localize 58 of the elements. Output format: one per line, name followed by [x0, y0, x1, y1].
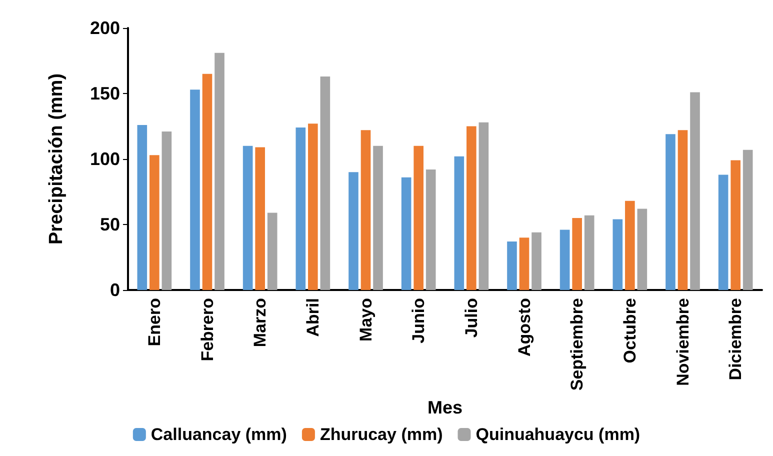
- bar: [242, 146, 253, 290]
- x-tick-label: Julio: [462, 298, 481, 338]
- bar: [666, 134, 676, 290]
- bar: [373, 146, 383, 290]
- bar: [519, 238, 530, 290]
- legend-label: Calluancay (mm): [150, 425, 287, 444]
- legend-label: Quinuahuaycu (mm): [476, 425, 640, 444]
- x-tick-label: Noviembre: [673, 298, 692, 386]
- x-tick-label: Junio: [409, 298, 428, 344]
- x-tick-label: Septiembre: [568, 298, 587, 391]
- y-tick-label: 0: [110, 280, 120, 300]
- bar: [150, 155, 160, 290]
- bar: [162, 131, 172, 290]
- bar: [612, 219, 623, 290]
- x-tick-label: Octubre: [620, 298, 640, 364]
- x-tick-label: Agosto: [514, 298, 534, 357]
- bar: [625, 200, 635, 290]
- bar: [454, 156, 464, 290]
- bar: [348, 172, 358, 290]
- x-tick-label: Enero: [144, 298, 164, 346]
- y-tick-label: 100: [90, 149, 120, 169]
- legend-label: Zhurucay (mm): [320, 425, 443, 444]
- bar: [320, 76, 330, 290]
- bar: [742, 150, 753, 290]
- y-tick-label: 150: [90, 84, 120, 104]
- y-tick-label: 200: [90, 18, 120, 38]
- y-axis-title: Precipitación (mm): [46, 73, 67, 245]
- bar: [560, 230, 570, 290]
- bar: [690, 92, 700, 290]
- bar: [572, 218, 582, 290]
- x-tick-label: Abril: [303, 298, 322, 337]
- bar: [137, 124, 148, 290]
- x-tick-label: Marzo: [250, 298, 270, 348]
- x-tick-label: Diciembre: [726, 298, 746, 380]
- bar: [296, 128, 306, 290]
- bar: [190, 90, 200, 290]
- bar: [718, 174, 728, 290]
- bar: [401, 177, 412, 290]
- bar: [478, 122, 489, 290]
- bar: [414, 146, 424, 290]
- bar: [466, 126, 476, 290]
- bar: [214, 52, 224, 290]
- bar: [426, 169, 436, 290]
- x-tick-label: Mayo: [356, 298, 376, 342]
- bar: [360, 130, 371, 290]
- bar: [308, 124, 318, 290]
- bar: [507, 242, 517, 290]
- bar: [678, 130, 688, 290]
- bar: [584, 215, 594, 290]
- x-tick-label: Febrero: [198, 298, 217, 362]
- bar: [202, 74, 212, 290]
- y-tick-label: 50: [100, 214, 120, 234]
- bar: [267, 212, 278, 290]
- bar: [730, 160, 740, 290]
- x-axis-title: Mes: [427, 397, 463, 418]
- bar: [637, 208, 648, 290]
- bar: [532, 232, 542, 290]
- bar: [255, 147, 265, 290]
